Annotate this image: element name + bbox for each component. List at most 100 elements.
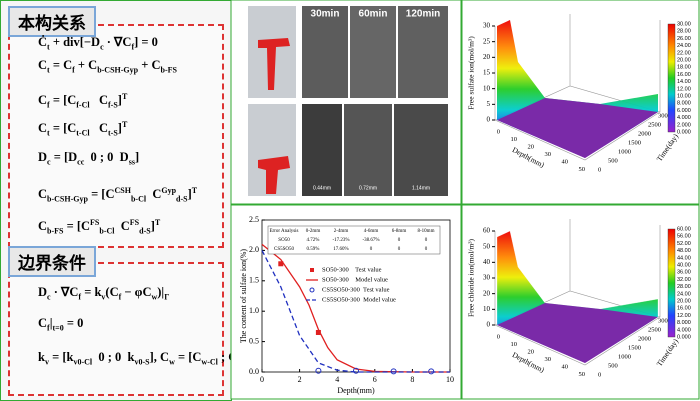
colorbar-label: 14.00 <box>677 79 691 85</box>
equation: Cf|t=0 = 0 <box>38 316 83 333</box>
colorbar-label: 20.00 <box>677 57 691 63</box>
photo-label: 30min <box>311 9 340 20</box>
equation: Cf = [Cf-Cl Cf-S]T <box>38 92 127 110</box>
z-tick-label: 10 <box>483 84 491 92</box>
photo <box>302 104 342 196</box>
depth-tick-label: 30 <box>545 151 552 158</box>
colorbar <box>667 23 676 133</box>
colorbar-label: 48.00 <box>677 248 691 254</box>
colorbar-label: 24.00 <box>677 291 691 297</box>
time-tick-label: 1500 <box>628 344 641 351</box>
point <box>315 329 321 335</box>
equation-part: FS <box>90 218 100 227</box>
colorbar-label: 56.00 <box>677 234 691 240</box>
series-line <box>261 250 450 373</box>
colorbar-label: 18.00 <box>677 65 691 71</box>
table-cell: 0-2mm <box>306 229 321 234</box>
equation: Ċt + div[−Dc · ∇Cf] = 0 <box>38 34 158 52</box>
equation-part: d-S <box>139 226 151 236</box>
equation-part: b-CSH-Gyp <box>97 65 139 75</box>
photo <box>302 6 348 98</box>
equation-part: ] <box>187 187 192 202</box>
depth-tick-label: 20 <box>528 143 535 150</box>
time-tick-label: 1000 <box>618 148 631 155</box>
colorbar-label: 24.00 <box>677 43 691 49</box>
colorbar-label: 60.00 <box>677 226 691 232</box>
point <box>353 367 359 374</box>
depth-tick-label: 10 <box>511 341 518 348</box>
y-tick-label: 0.0 <box>249 367 259 376</box>
table-cell: 0 <box>370 247 373 252</box>
photo <box>394 104 448 196</box>
colorbar-label: 30.00 <box>677 21 691 27</box>
equation: Dc = [Dcc 0 ; 0 Dss] <box>38 150 139 167</box>
section-title: 边界条件 <box>8 246 96 277</box>
depth-tick-label: 10 <box>511 136 518 143</box>
equation-part: = [D <box>50 150 78 164</box>
table-frame <box>267 225 441 255</box>
z-tick-label: 40 <box>483 258 491 266</box>
z-tick-label: 20 <box>483 289 491 297</box>
depth-tick-label: 50 <box>579 371 586 378</box>
colorbar-label: 8.000 <box>677 320 691 326</box>
time-tick-label: 500 <box>608 362 618 369</box>
table-cell: 4.72% <box>307 238 320 243</box>
colorbar-label: 20.00 <box>677 298 691 304</box>
time-tick-label: 1000 <box>618 353 631 360</box>
equation-part: 0 ; 0 D <box>84 150 129 164</box>
photo <box>344 104 392 196</box>
equation-part: + div[−D <box>49 35 101 49</box>
table-cell: -17.23% <box>332 238 349 243</box>
equation-part: f <box>78 292 82 302</box>
equation-part: d-S <box>176 194 188 204</box>
colorbar-label: 40.00 <box>677 262 691 268</box>
equation-part: = [C <box>174 350 202 364</box>
equation-part: T <box>121 120 128 129</box>
colorbar-label: 52.00 <box>677 241 691 247</box>
equation-part: ] = 0 <box>134 35 158 49</box>
equation-part: = [C <box>49 121 77 136</box>
y-tick-label: 2.5 <box>249 215 259 224</box>
table-cell: 0 <box>425 238 428 243</box>
equation-part: C <box>146 187 162 202</box>
legend-label: SO50-300 Model value <box>322 276 388 283</box>
equation-part: t <box>47 128 50 138</box>
equation-part: = [k <box>48 350 74 364</box>
equation-part: C <box>89 121 108 136</box>
x-tick-label: 4 <box>335 375 339 384</box>
z-axis-label: Free chloride ion(mol/m³) <box>467 238 476 317</box>
table-cell: 2-4mm <box>334 229 349 234</box>
time-tick-label: 2500 <box>648 121 661 128</box>
equation-part: f <box>47 323 50 333</box>
y-tick-label: 0.5 <box>249 336 259 345</box>
table-cell: Error Analysis <box>269 229 298 234</box>
colorbar-label: 4.000 <box>677 327 691 333</box>
time-tick-label: 2000 <box>638 130 651 137</box>
colorbar-label: 32.00 <box>677 277 691 283</box>
equation-part: + C <box>138 58 161 72</box>
equation-part: T <box>154 218 161 227</box>
section-title: 本构关系 <box>8 6 96 37</box>
depth-tick-label: 0 <box>497 333 500 340</box>
legend-marker <box>310 268 314 272</box>
equation-part: t-Cl <box>76 128 90 138</box>
equation-part: C <box>38 316 48 330</box>
equation: Cb-FS = [CFSb-Cl CFSd-S]T <box>38 218 160 236</box>
equation-part: c <box>47 157 51 167</box>
photo-label: 0.44mm <box>313 185 331 191</box>
z-tick-label: 0 <box>487 321 491 329</box>
equation-part: Γ <box>164 292 170 302</box>
colorbar-label: 16.00 <box>677 306 691 312</box>
equation-part: T <box>121 92 128 101</box>
z-tick-label: 10 <box>483 305 491 313</box>
equation-part: = [C <box>63 219 91 234</box>
legend-label: CS5SO50-300 Test value <box>322 286 390 293</box>
specimen-photo <box>258 156 290 194</box>
equation-part: − φC <box>121 285 152 299</box>
equation-part: CSH <box>114 186 131 195</box>
equation-part: v <box>44 357 49 367</box>
time-tick-label: 0 <box>598 371 601 378</box>
colorbar-label: 6.000 <box>677 108 691 114</box>
table-cell: 0.59% <box>307 247 320 252</box>
equation-part: ] <box>117 93 122 108</box>
